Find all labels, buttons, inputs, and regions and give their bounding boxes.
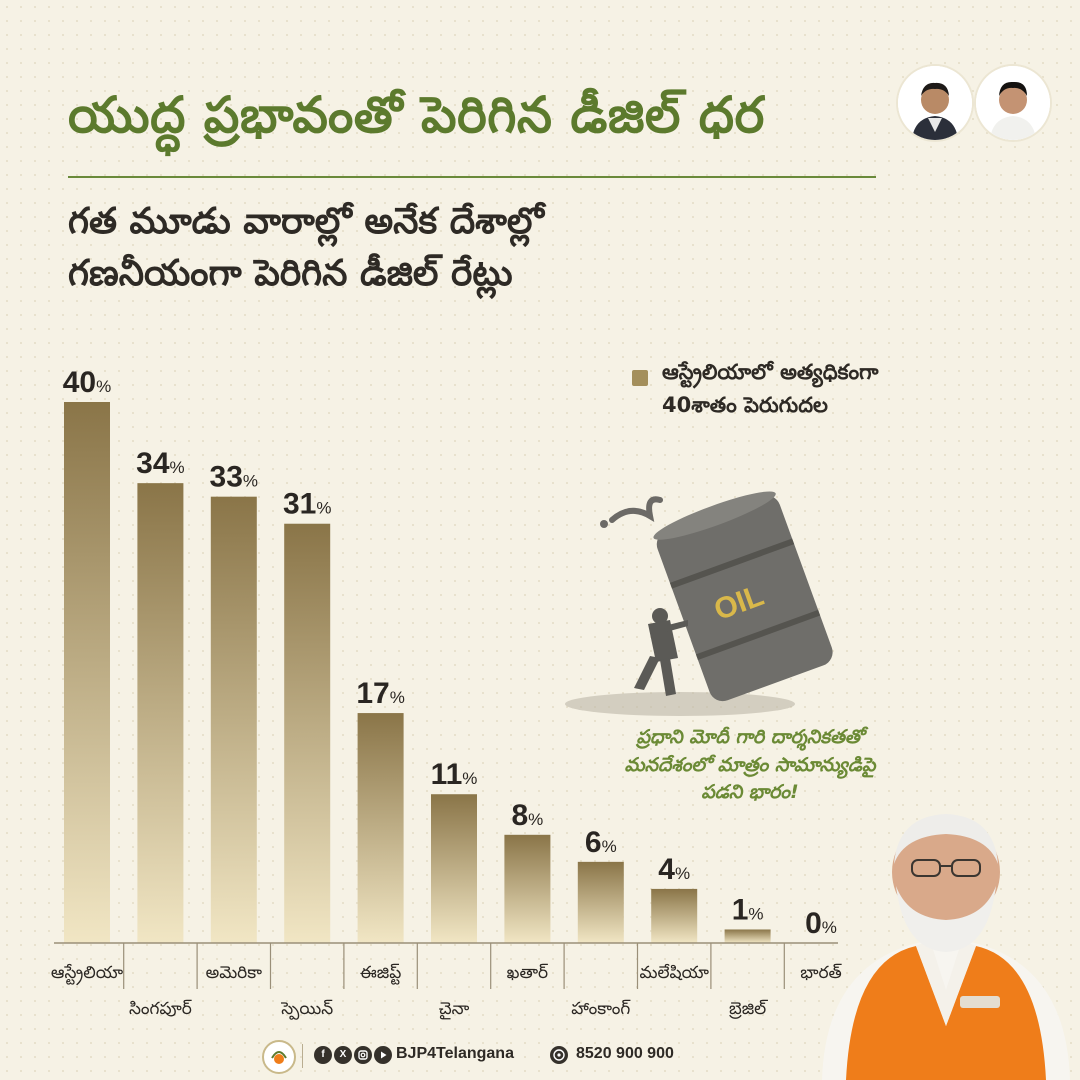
- leader-portrait: [822, 814, 1070, 1080]
- category-label-6: ఖతార్: [507, 963, 549, 983]
- bar-2: [210, 496, 257, 943]
- bar-value-label-8: 4%: [658, 853, 690, 886]
- leader-avatar-2: [976, 66, 1050, 140]
- legend-line-2: 40శాతం పెరుగుదల: [662, 392, 828, 417]
- category-label-0: ఆస్ట్రేలియా: [51, 963, 124, 986]
- bar-5: [431, 794, 477, 943]
- bar-value-label-0: 40%: [63, 366, 112, 399]
- bar-value-label-3: 31%: [283, 488, 332, 521]
- bar-4: [357, 713, 404, 943]
- page-title: యుద్ధ ప్రభావంతో పెరిగిన డీజిల్ ధర: [68, 86, 765, 144]
- title-divider: [68, 176, 876, 178]
- bar-3: [284, 523, 331, 943]
- phone-number[interactable]: 8520 900 900: [576, 1045, 674, 1062]
- bar-value-label-4: 17%: [356, 677, 405, 710]
- category-label-2: అమెరికా: [206, 963, 263, 983]
- note-text: ప్రధాని మోదీ గారి దార్శనికతతో మనదేశంలో మ…: [590, 724, 910, 807]
- category-label-4: ఈజిప్ట్: [360, 963, 401, 985]
- bar-6: [504, 834, 551, 943]
- legend-line-1: ఆస్ట్రేలియాలో అత్యధికంగా: [662, 360, 879, 384]
- category-label-3: స్పెయిన్: [280, 999, 333, 1020]
- bar-value-label-1: 34%: [136, 447, 185, 480]
- leader-avatar-1: [898, 66, 972, 140]
- social-handle[interactable]: BJP4Telangana: [396, 1045, 514, 1062]
- category-label-10: భారత్: [800, 963, 842, 983]
- footer-divider: [302, 1044, 303, 1068]
- subtitle-line-2: గణనీయంగా పెరిగిన డీజిల్ రేట్లు: [68, 253, 513, 295]
- bar-value-label-5: 11%: [431, 758, 478, 791]
- bar-value-label-2: 33%: [210, 461, 258, 494]
- subtitle-line-1: గత మూడు వారాల్లో అనేక దేశాల్లో: [68, 201, 544, 242]
- legend-swatch: [632, 370, 648, 386]
- bar-9: [724, 929, 771, 943]
- bar-value-label-6: 8%: [511, 799, 543, 832]
- oil-barrel-illustration: OIL: [565, 491, 833, 716]
- x-icon[interactable]: X: [334, 1046, 352, 1064]
- bar-value-label-10: 0%: [805, 907, 837, 940]
- subtitle: గత మూడు వారాల్లో అనేక దేశాల్లో గణనీయంగా …: [68, 196, 708, 300]
- bar-0: [64, 402, 110, 943]
- category-label-8: మలేషియా: [639, 963, 709, 983]
- bjp-logo: [262, 1040, 296, 1074]
- facebook-icon[interactable]: f: [314, 1046, 332, 1064]
- note-line-2: మనదేశంలో మాత్రం సామాన్యుడిపై: [624, 753, 876, 776]
- youtube-icon[interactable]: [374, 1046, 392, 1064]
- bar-8: [651, 888, 698, 943]
- category-label-1: సింగపూర్: [129, 999, 192, 1019]
- category-label-7: హాంకాంగ్: [571, 999, 631, 1019]
- bar-value-label-7: 6%: [585, 826, 617, 859]
- bar-1: [137, 483, 184, 943]
- category-label-5: చైనా: [439, 999, 470, 1020]
- legend: ఆస్ట్రేలియాలో అత్యధికంగా 40శాతం పెరుగుదల: [632, 356, 962, 421]
- category-label-9: బ్రెజిల్: [729, 999, 768, 1019]
- whatsapp-icon[interactable]: [550, 1046, 568, 1064]
- instagram-icon[interactable]: [354, 1046, 372, 1064]
- bar-7: [577, 861, 624, 943]
- note-line-3: పడని భారం!: [701, 781, 799, 804]
- bar-value-label-9: 1%: [732, 893, 764, 926]
- note-line-1: ప్రధాని మోదీ గారి దార్శనికతతో: [636, 726, 864, 748]
